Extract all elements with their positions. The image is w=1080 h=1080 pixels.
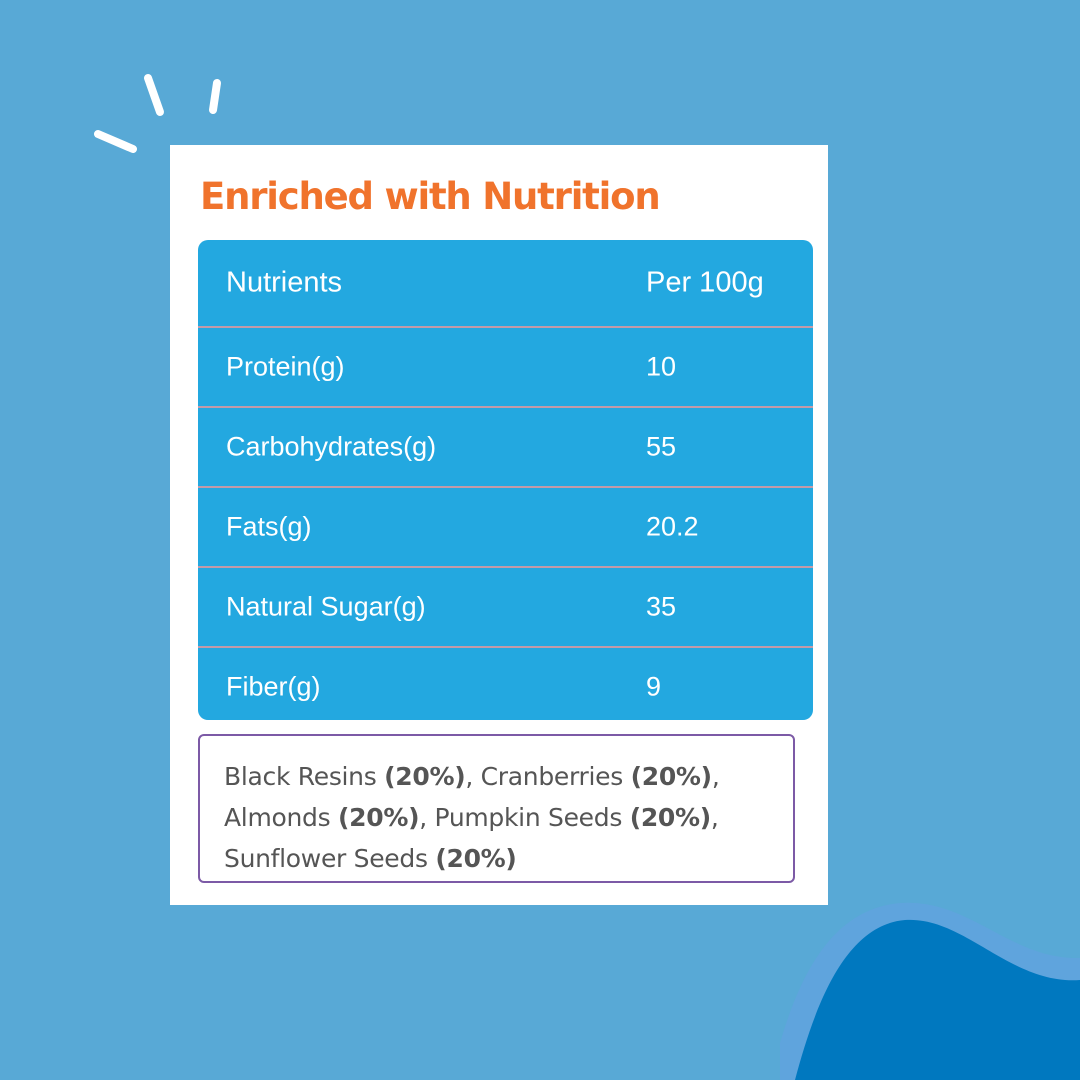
nutrient-name: Protein(g): [226, 351, 345, 382]
table-row: Protein(g) 10: [198, 328, 813, 408]
ingredient-name: Cranberries: [480, 762, 624, 791]
sparkle-lines-icon: [94, 74, 221, 153]
table-row: Carbohydrates(g) 55: [198, 408, 813, 488]
ingredient-name: Sunflower Seeds: [224, 844, 428, 873]
nutrient-value: 55: [646, 431, 677, 462]
table-row: Natural Sugar(g) 35: [198, 568, 813, 648]
table-header-row: Nutrients Per 100g: [198, 240, 813, 328]
header-per-100g: Per 100g: [646, 266, 764, 299]
ingredient-percent: (20%): [630, 762, 713, 791]
corner-wave-icon: [780, 902, 1080, 1080]
ingredient-name: Black Resins: [224, 762, 377, 791]
header-nutrients: Nutrients: [226, 266, 343, 299]
table-row: Fats(g) 20.2: [198, 488, 813, 568]
nutrient-name: Natural Sugar(g): [226, 591, 426, 622]
nutrient-name: Carbohydrates(g): [226, 431, 437, 462]
ingredient-name: Pumpkin Seeds: [434, 803, 623, 832]
ingredient-percent: (20%): [629, 803, 712, 832]
nutrient-value: 35: [646, 591, 677, 622]
nutrient-value: 10: [646, 351, 677, 382]
nutrition-table: Nutrients Per 100g Protein(g) 10 Carbohy…: [198, 240, 813, 720]
ingredient-percent: (20%): [338, 803, 420, 832]
ingredient-percent: (20%): [384, 762, 466, 791]
nutrient-name: Fiber(g): [226, 671, 321, 702]
card-title: Enriched with Nutrition: [200, 175, 661, 218]
ingredient-name: Almonds: [224, 803, 331, 832]
ingredient-percent: (20%): [435, 844, 517, 873]
nutrient-name: Fats(g): [226, 511, 312, 542]
nutrition-card: Enriched with Nutrition Nutrients Per 10…: [170, 145, 828, 905]
table-row: Fiber(g) 9: [198, 648, 813, 720]
nutrient-value: 20.2: [646, 511, 699, 542]
nutrient-value: 9: [646, 671, 662, 702]
ingredients-box: Black Resins (20%), Cranberries (20%), A…: [198, 734, 795, 883]
